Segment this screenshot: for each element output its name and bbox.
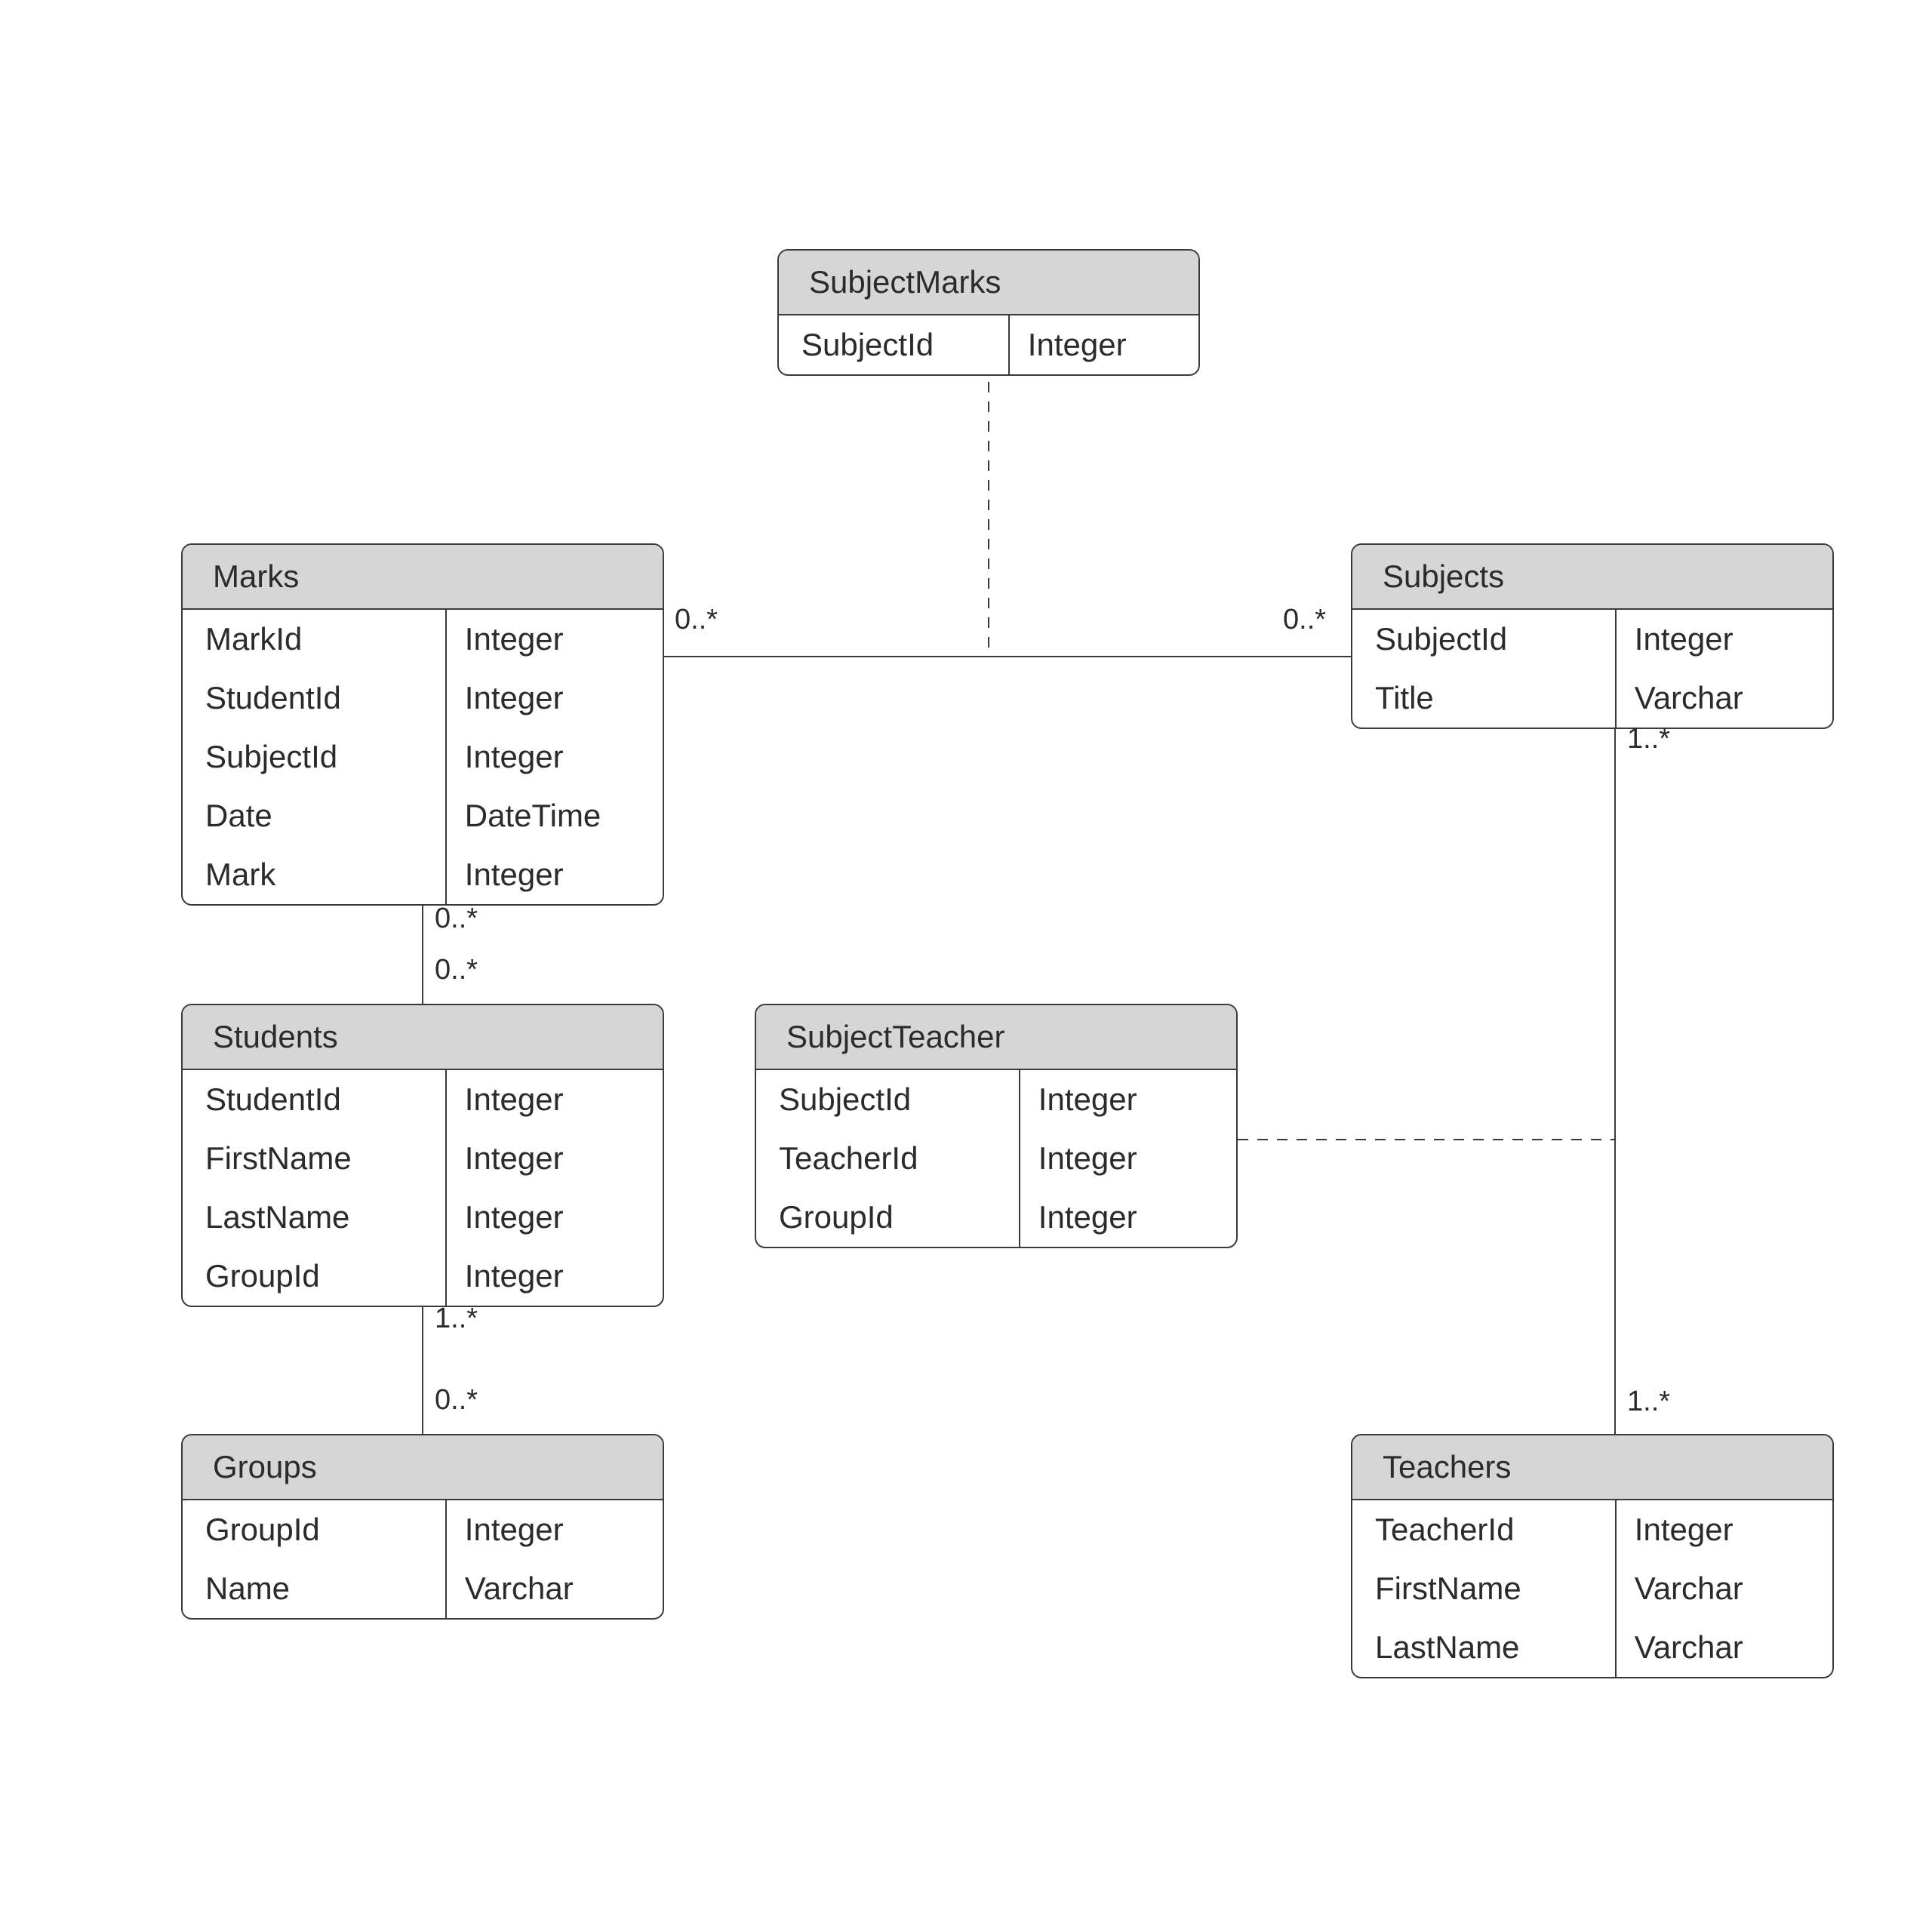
attr-type: Varchar [1617,669,1832,728]
entity-row: StudentIdInteger [183,1070,663,1129]
entity-row: NameVarchar [183,1559,663,1618]
multiplicity-label: 1..* [1627,1386,1670,1418]
entity-header: Marks [183,545,663,610]
entity-groups: GroupsGroupIdIntegerNameVarchar [181,1434,664,1620]
attr-name: Date [183,786,447,845]
attr-name: LastName [183,1188,447,1247]
attr-name: TeacherId [1352,1500,1617,1559]
attr-type: Integer [447,1500,663,1559]
attr-name: Name [183,1559,447,1618]
entity-header: Teachers [1352,1435,1832,1500]
attr-name: StudentId [183,1070,447,1129]
entity-row: MarkIdInteger [183,610,663,669]
attr-type: Integer [447,610,663,669]
attr-type: Varchar [1617,1618,1832,1677]
attr-type: Integer [447,1129,663,1188]
attr-name: FirstName [1352,1559,1617,1618]
attr-name: FirstName [183,1129,447,1188]
entity-rows: GroupIdIntegerNameVarchar [183,1500,663,1618]
attr-type: Integer [1020,1188,1236,1247]
attr-name: SubjectId [756,1070,1020,1129]
entity-row: FirstNameInteger [183,1129,663,1188]
er-diagram-canvas: SubjectMarksSubjectIdIntegerMarksMarkIdI… [0,0,1932,1932]
entity-header: SubjectTeacher [756,1005,1236,1070]
entity-row: GroupIdInteger [183,1500,663,1559]
attr-name: Mark [183,845,447,904]
attr-name: GroupId [183,1500,447,1559]
entity-rows: StudentIdIntegerFirstNameIntegerLastName… [183,1070,663,1306]
attr-type: Integer [1020,1070,1236,1129]
attr-name: MarkId [183,610,447,669]
entity-row: StudentIdInteger [183,669,663,728]
entity-subjectTeacher: SubjectTeacherSubjectIdIntegerTeacherIdI… [755,1004,1238,1248]
attr-type: Integer [1617,610,1832,669]
attr-type: Integer [447,845,663,904]
multiplicity-label: 1..* [435,1303,478,1335]
entity-row: MarkInteger [183,845,663,904]
attr-name: SubjectId [1352,610,1617,669]
entity-rows: SubjectIdInteger [779,315,1198,374]
multiplicity-label: 0..* [1283,604,1326,636]
attr-type: Integer [447,669,663,728]
entity-row: LastNameVarchar [1352,1618,1832,1677]
attr-type: Integer [447,1247,663,1306]
attr-type: Integer [1010,315,1198,374]
attr-type: Varchar [447,1559,663,1618]
entity-row: LastNameInteger [183,1188,663,1247]
attr-type: Integer [1617,1500,1832,1559]
attr-name: TeacherId [756,1129,1020,1188]
entity-subjectMarks: SubjectMarksSubjectIdInteger [777,249,1200,376]
entity-teachers: TeachersTeacherIdIntegerFirstNameVarchar… [1351,1434,1834,1678]
entity-header: Students [183,1005,663,1070]
attr-name: SubjectId [779,315,1010,374]
entity-rows: SubjectIdIntegerTeacherIdIntegerGroupIdI… [756,1070,1236,1247]
attr-type: Integer [447,1070,663,1129]
entity-row: SubjectIdInteger [183,728,663,786]
attr-name: GroupId [183,1247,447,1306]
entity-subjects: SubjectsSubjectIdIntegerTitleVarchar [1351,543,1834,729]
multiplicity-label: 0..* [435,954,478,986]
multiplicity-label: 1..* [1627,723,1670,755]
entity-row: SubjectIdInteger [779,315,1198,374]
attr-type: Integer [447,728,663,786]
attr-type: Integer [447,1188,663,1247]
entity-rows: SubjectIdIntegerTitleVarchar [1352,610,1832,728]
entity-row: SubjectIdInteger [1352,610,1832,669]
entity-row: TeacherIdInteger [756,1129,1236,1188]
attr-name: LastName [1352,1618,1617,1677]
attr-type: DateTime [447,786,663,845]
entity-header: Groups [183,1435,663,1500]
attr-name: SubjectId [183,728,447,786]
multiplicity-label: 0..* [435,903,478,935]
attr-type: Integer [1020,1129,1236,1188]
attr-name: Title [1352,669,1617,728]
entity-row: TitleVarchar [1352,669,1832,728]
entity-row: GroupIdInteger [183,1247,663,1306]
entity-row: SubjectIdInteger [756,1070,1236,1129]
entity-header: Subjects [1352,545,1832,610]
multiplicity-label: 0..* [675,604,718,636]
entity-row: GroupIdInteger [756,1188,1236,1247]
entity-row: DateDateTime [183,786,663,845]
attr-name: GroupId [756,1188,1020,1247]
attr-name: StudentId [183,669,447,728]
entity-rows: MarkIdIntegerStudentIdIntegerSubjectIdIn… [183,610,663,904]
entity-marks: MarksMarkIdIntegerStudentIdIntegerSubjec… [181,543,664,906]
entity-row: FirstNameVarchar [1352,1559,1832,1618]
entity-header: SubjectMarks [779,251,1198,315]
entity-rows: TeacherIdIntegerFirstNameVarcharLastName… [1352,1500,1832,1677]
entity-students: StudentsStudentIdIntegerFirstNameInteger… [181,1004,664,1307]
multiplicity-label: 0..* [435,1384,478,1417]
attr-type: Varchar [1617,1559,1832,1618]
entity-row: TeacherIdInteger [1352,1500,1832,1559]
